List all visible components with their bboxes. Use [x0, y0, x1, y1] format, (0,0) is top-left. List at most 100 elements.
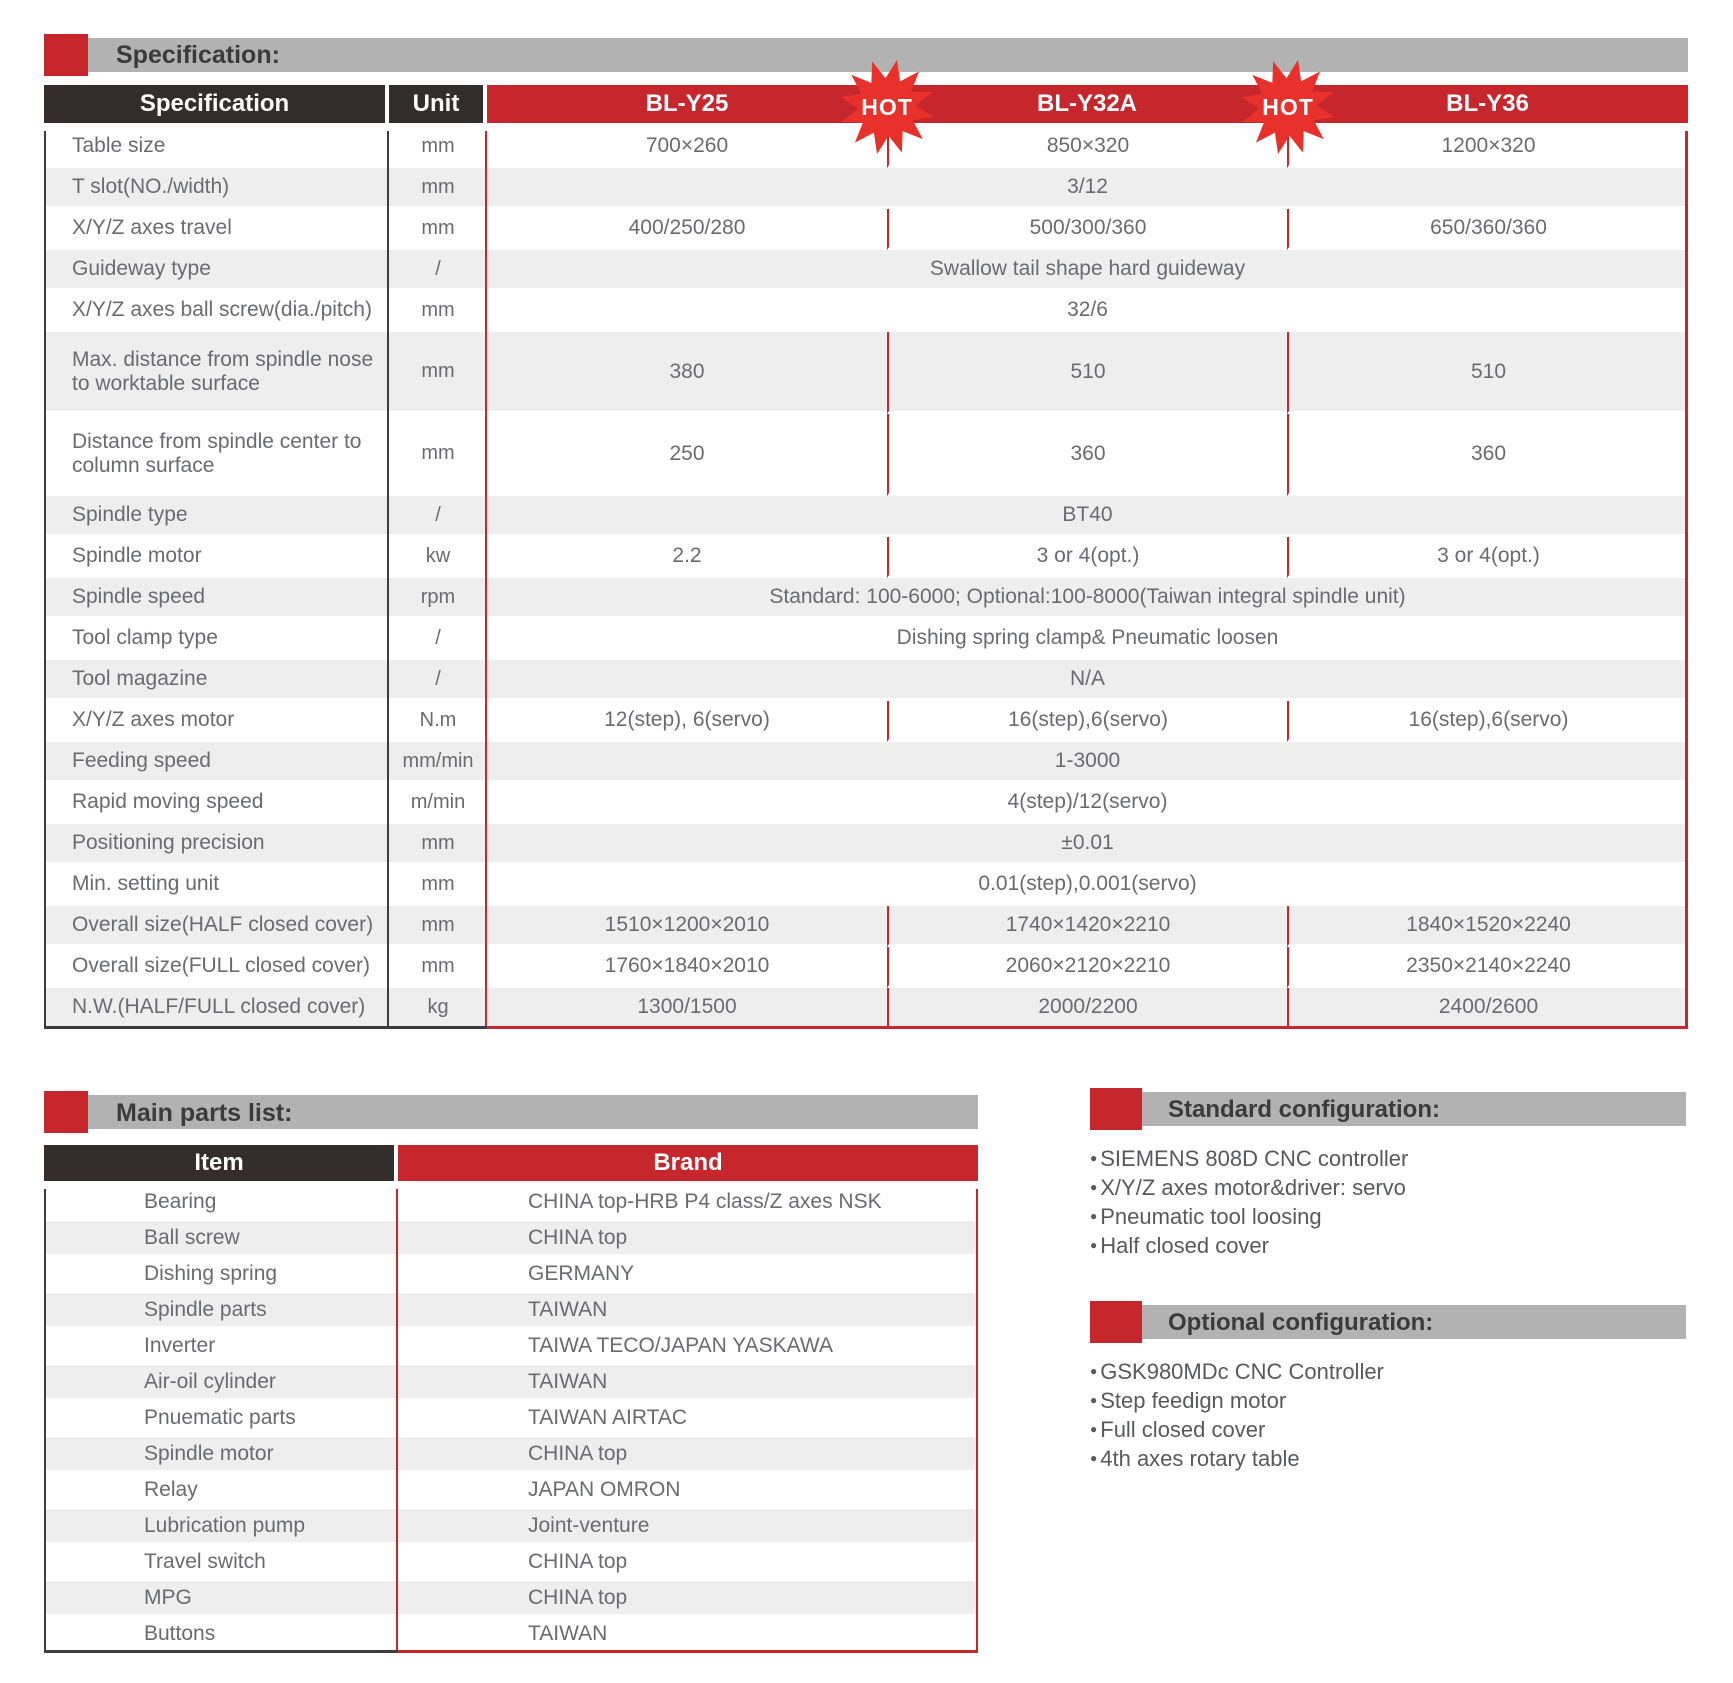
span-value-cell: 0.01(step),0.001(servo): [487, 865, 1688, 906]
brand-cell: CHINA top: [398, 1581, 978, 1617]
spec-label-cell: X/Y/Z axes motor: [44, 701, 389, 742]
brand-cell: GERMANY: [398, 1257, 978, 1293]
parts-row: Inverter TAIWA TECO/JAPAN YASKAWA: [44, 1329, 978, 1365]
config-item-label: GSK980MDc CNC Controller: [1100, 1359, 1384, 1384]
value-cell: 3 or 4(opt.): [887, 537, 1287, 578]
spec-row: Feeding speed mm/min 1-3000: [44, 742, 1688, 783]
item-cell: Ball screw: [44, 1221, 398, 1257]
value-cell: 360: [887, 414, 1287, 496]
spec-label-cell: Distance from spindle center to column s…: [44, 414, 389, 496]
brand-cell: JAPAN OMRON: [398, 1473, 978, 1509]
item-cell: Pnuematic parts: [44, 1401, 398, 1437]
brand-cell: Joint-venture: [398, 1509, 978, 1545]
spec-label-cell: Rapid moving speed: [44, 783, 389, 824]
spec-label-cell: X/Y/Z axes travel: [44, 209, 389, 250]
value-cell: 1840×1520×2240: [1287, 906, 1688, 947]
span-value-cell: N/A: [487, 660, 1688, 701]
spec-row: Tool clamp type / Dishing spring clamp& …: [44, 619, 1688, 660]
hot-badge: HOT: [1240, 59, 1336, 155]
section-title: Standard configuration:: [1168, 1096, 1440, 1123]
span-value-cell: 1-3000: [487, 742, 1688, 783]
item-cell: Travel switch: [44, 1545, 398, 1581]
table-border: [44, 131, 46, 1029]
brand-cell: CHINA top: [398, 1221, 978, 1257]
spec-row: Distance from spindle center to column s…: [44, 414, 1688, 496]
spec-label-cell: Spindle motor: [44, 537, 389, 578]
value-cell: 500/300/360: [887, 209, 1287, 250]
spec-row: Positioning precision mm ±0.01: [44, 824, 1688, 865]
brand-cell: CHINA top-HRB P4 class/Z axes NSK: [398, 1185, 978, 1221]
unit-cell: mm/min: [389, 742, 487, 783]
specification-section-bar: [44, 38, 1688, 72]
value-cell: 3 or 4(opt.): [1287, 537, 1688, 578]
value-cell: 16(step),6(servo): [1287, 701, 1688, 742]
value-cell: 2060×2120×2210: [887, 947, 1287, 988]
unit-cell: mm: [389, 332, 487, 414]
item-cell: Dishing spring: [44, 1257, 398, 1293]
span-value-cell: 4(step)/12(servo): [487, 783, 1688, 824]
bullet-icon: ●: [1090, 1238, 1098, 1252]
unit-cell: mm: [389, 209, 487, 250]
parts-table-container: Item Brand Bearing CHINA top-HRB P4 class…: [44, 1145, 978, 1653]
config-item-label: Pneumatic tool loosing: [1100, 1204, 1322, 1229]
section-marker: [44, 34, 88, 76]
spec-label-cell: T slot(NO./width): [44, 168, 389, 209]
parts-row: Air-oil cylinder TAIWAN: [44, 1365, 978, 1401]
spec-row: X/Y/Z axes motor N.m 12(step), 6(servo) …: [44, 701, 1688, 742]
optional-config-section-bar: [1090, 1305, 1686, 1339]
column-divider: [387, 131, 389, 1029]
item-cell: Inverter: [44, 1329, 398, 1365]
unit-cell: mm: [389, 127, 487, 168]
value-cell: 850×320: [887, 127, 1287, 168]
bullet-icon: ●: [1090, 1151, 1098, 1165]
value-cell: 1300/1500: [487, 988, 887, 1029]
spec-label-cell: Tool magazine: [44, 660, 389, 701]
unit-cell: mm: [389, 414, 487, 496]
brand-column-header: Brand: [398, 1145, 978, 1185]
spec-label-cell: X/Y/Z axes ball screw(dia./pitch): [44, 291, 389, 332]
list-item: ● X/Y/Z axes motor&driver: servo: [1090, 1173, 1690, 1202]
unit-cell: mm: [389, 168, 487, 209]
unit-cell: /: [389, 660, 487, 701]
spec-row: Spindle motor kw 2.2 3 or 4(opt.) 3 or 4…: [44, 537, 1688, 578]
bullet-icon: ●: [1090, 1451, 1098, 1465]
table-border: [487, 1026, 1688, 1029]
bullet-icon: ●: [1090, 1209, 1098, 1223]
item-cell: Lubrication pump: [44, 1509, 398, 1545]
config-item-label: Full closed cover: [1100, 1417, 1266, 1442]
parts-row: Lubrication pump Joint-venture: [44, 1509, 978, 1545]
spec-label-cell: Table size: [44, 127, 389, 168]
spec-label-cell: Min. setting unit: [44, 865, 389, 906]
parts-row: MPG CHINA top: [44, 1581, 978, 1617]
section-marker: [1090, 1088, 1142, 1130]
spec-row: Spindle type / BT40: [44, 496, 1688, 537]
table-border: [976, 1189, 978, 1653]
parts-row: Buttons TAIWAN: [44, 1617, 978, 1653]
spec-row: Tool magazine / N/A: [44, 660, 1688, 701]
brand-cell: CHINA top: [398, 1437, 978, 1473]
item-cell: Spindle motor: [44, 1437, 398, 1473]
section-marker: [44, 1091, 88, 1133]
value-cell: 400/250/280: [487, 209, 887, 250]
parts-row: Spindle motor CHINA top: [44, 1437, 978, 1473]
item-column-header: Item: [44, 1145, 398, 1185]
value-cell: 510: [1287, 332, 1688, 414]
unit-cell: /: [389, 619, 487, 660]
model-header-bl-y32a: BL-Y32A: [887, 85, 1287, 127]
item-cell: MPG: [44, 1581, 398, 1617]
section-marker: [1090, 1301, 1142, 1343]
spec-header-row: Specification Unit BL-Y25 BL-Y32A BL-Y36: [44, 85, 1688, 127]
value-cell: 2.2: [487, 537, 887, 578]
spec-row: Overall size(HALF closed cover) mm 1510×…: [44, 906, 1688, 947]
value-cell: 250: [487, 414, 887, 496]
main-parts-section-bar: [44, 1095, 978, 1129]
spec-row: Max. distance from spindle nose to workt…: [44, 332, 1688, 414]
span-value-cell: 32/6: [487, 291, 1688, 332]
brand-cell: TAIWAN: [398, 1365, 978, 1401]
parts-row: Bearing CHINA top-HRB P4 class/Z axes NSK: [44, 1185, 978, 1221]
span-value-cell: Swallow tail shape hard guideway: [487, 250, 1688, 291]
parts-row: Dishing spring GERMANY: [44, 1257, 978, 1293]
unit-cell: m/min: [389, 783, 487, 824]
section-title: Optional configuration:: [1168, 1309, 1434, 1336]
unit-cell: kw: [389, 537, 487, 578]
